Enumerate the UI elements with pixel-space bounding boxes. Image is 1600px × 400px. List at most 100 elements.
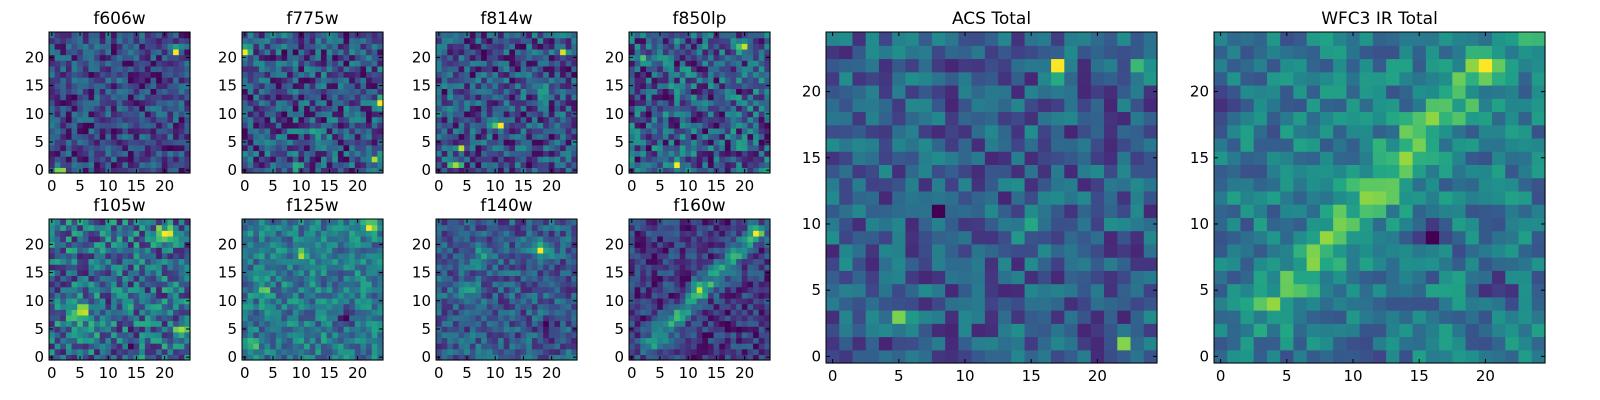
heatmap-cell [82, 258, 90, 265]
heatmap-cell [178, 116, 185, 123]
heatmap-cell [309, 224, 316, 231]
heatmap-cell [343, 65, 350, 73]
heatmap-cell [337, 252, 345, 260]
heatmap-cell [668, 37, 675, 44]
heatmap-cell [371, 54, 378, 61]
heatmap-cell [685, 303, 692, 310]
heatmap-cell [560, 77, 567, 84]
heatmap-cell [464, 54, 471, 61]
heatmap-cell [377, 122, 384, 129]
heatmap-cell [509, 326, 516, 333]
heatmap-cell [475, 235, 482, 243]
heatmap-cell [719, 303, 726, 310]
heatmap-cell [292, 88, 299, 95]
heatmap-cell [741, 88, 749, 95]
heatmap-cell [548, 156, 556, 163]
heatmap-cell [287, 235, 294, 243]
heatmap-cell [520, 156, 527, 163]
heatmap-cell [161, 94, 169, 101]
heatmap-cell [741, 71, 749, 78]
heatmap-cell [133, 43, 140, 50]
heatmap-cell [469, 65, 477, 73]
heatmap-cell [674, 54, 681, 61]
heatmap-cell [304, 354, 311, 361]
heatmap-cell [304, 71, 311, 78]
heatmap-cell [144, 281, 152, 288]
heatmap-cell [332, 65, 339, 73]
heatmap-cell [65, 88, 73, 95]
heatmap-cell [464, 309, 471, 316]
heatmap-cell [167, 269, 174, 276]
heatmap-cell [150, 105, 157, 112]
heatmap-cell [509, 82, 516, 89]
heatmap-cell [548, 343, 556, 350]
heatmap-cell [514, 247, 522, 254]
heatmap-cell [242, 48, 249, 56]
heatmap-cell [247, 219, 254, 226]
heatmap-cell [133, 71, 140, 78]
heatmap-cell [753, 32, 760, 39]
heatmap-cell [116, 116, 123, 123]
heatmap-cell [498, 343, 505, 350]
heatmap-cell [337, 303, 345, 310]
heatmap-cell [492, 331, 499, 339]
heatmap-cell [281, 224, 288, 231]
heatmap-cell [139, 122, 146, 129]
heatmap-cell [292, 235, 299, 243]
heatmap-cell [161, 348, 169, 355]
heatmap-cell [469, 348, 477, 355]
heatmap-cell [173, 230, 180, 237]
heatmap-cell [554, 326, 561, 333]
heatmap-cell [77, 82, 84, 89]
heatmap-cell [674, 94, 681, 101]
heatmap-cell [337, 54, 345, 61]
heatmap-cell [144, 258, 152, 265]
heatmap-cell [275, 77, 283, 84]
heatmap-cell [554, 269, 561, 276]
heatmap-cell [651, 88, 658, 95]
heatmap-cell [167, 161, 174, 168]
heatmap-cell [354, 297, 362, 305]
heatmap-cell [65, 133, 73, 140]
heatmap-cell [349, 241, 356, 248]
heatmap-cell [54, 331, 61, 339]
heatmap-cell [707, 65, 715, 73]
heatmap-cell [133, 297, 140, 305]
heatmap-cell [509, 264, 516, 271]
heatmap-cell [65, 105, 73, 112]
heatmap-cell [475, 297, 482, 305]
heatmap-cell [719, 326, 726, 333]
heatmap-cell [354, 150, 362, 157]
heatmap-cell [360, 60, 367, 67]
heatmap-cell [292, 264, 299, 271]
heatmap-cell [475, 314, 482, 322]
heatmap-cell [753, 331, 760, 339]
heatmap-cell [565, 320, 572, 327]
heatmap-cell [253, 303, 260, 310]
heatmap-cell [99, 281, 106, 288]
heatmap-cell [270, 54, 277, 61]
heatmap-cell [377, 77, 384, 84]
heatmap-cell [139, 71, 146, 78]
heatmap-cell [537, 269, 544, 276]
heatmap-cell [475, 167, 482, 174]
heatmap-cell [77, 331, 84, 339]
heatmap-cell [674, 275, 681, 282]
heatmap-cell [99, 150, 106, 157]
heatmap-cell [167, 110, 174, 118]
heatmap-cell [674, 156, 681, 163]
heatmap-cell [741, 331, 749, 339]
heatmap-cell [481, 144, 488, 152]
heatmap-cell [492, 99, 499, 106]
heatmap-cell [320, 275, 328, 282]
heatmap-cell [674, 331, 681, 339]
heatmap-cell [326, 110, 333, 118]
heatmap-cell [264, 82, 271, 89]
heatmap-cell [178, 354, 185, 361]
heatmap-cell [469, 292, 477, 299]
heatmap-cell [326, 241, 333, 248]
heatmap-cell [560, 60, 567, 67]
heatmap-cell [156, 116, 163, 123]
heatmap-cell [452, 292, 460, 299]
heatmap-cell [730, 286, 737, 293]
